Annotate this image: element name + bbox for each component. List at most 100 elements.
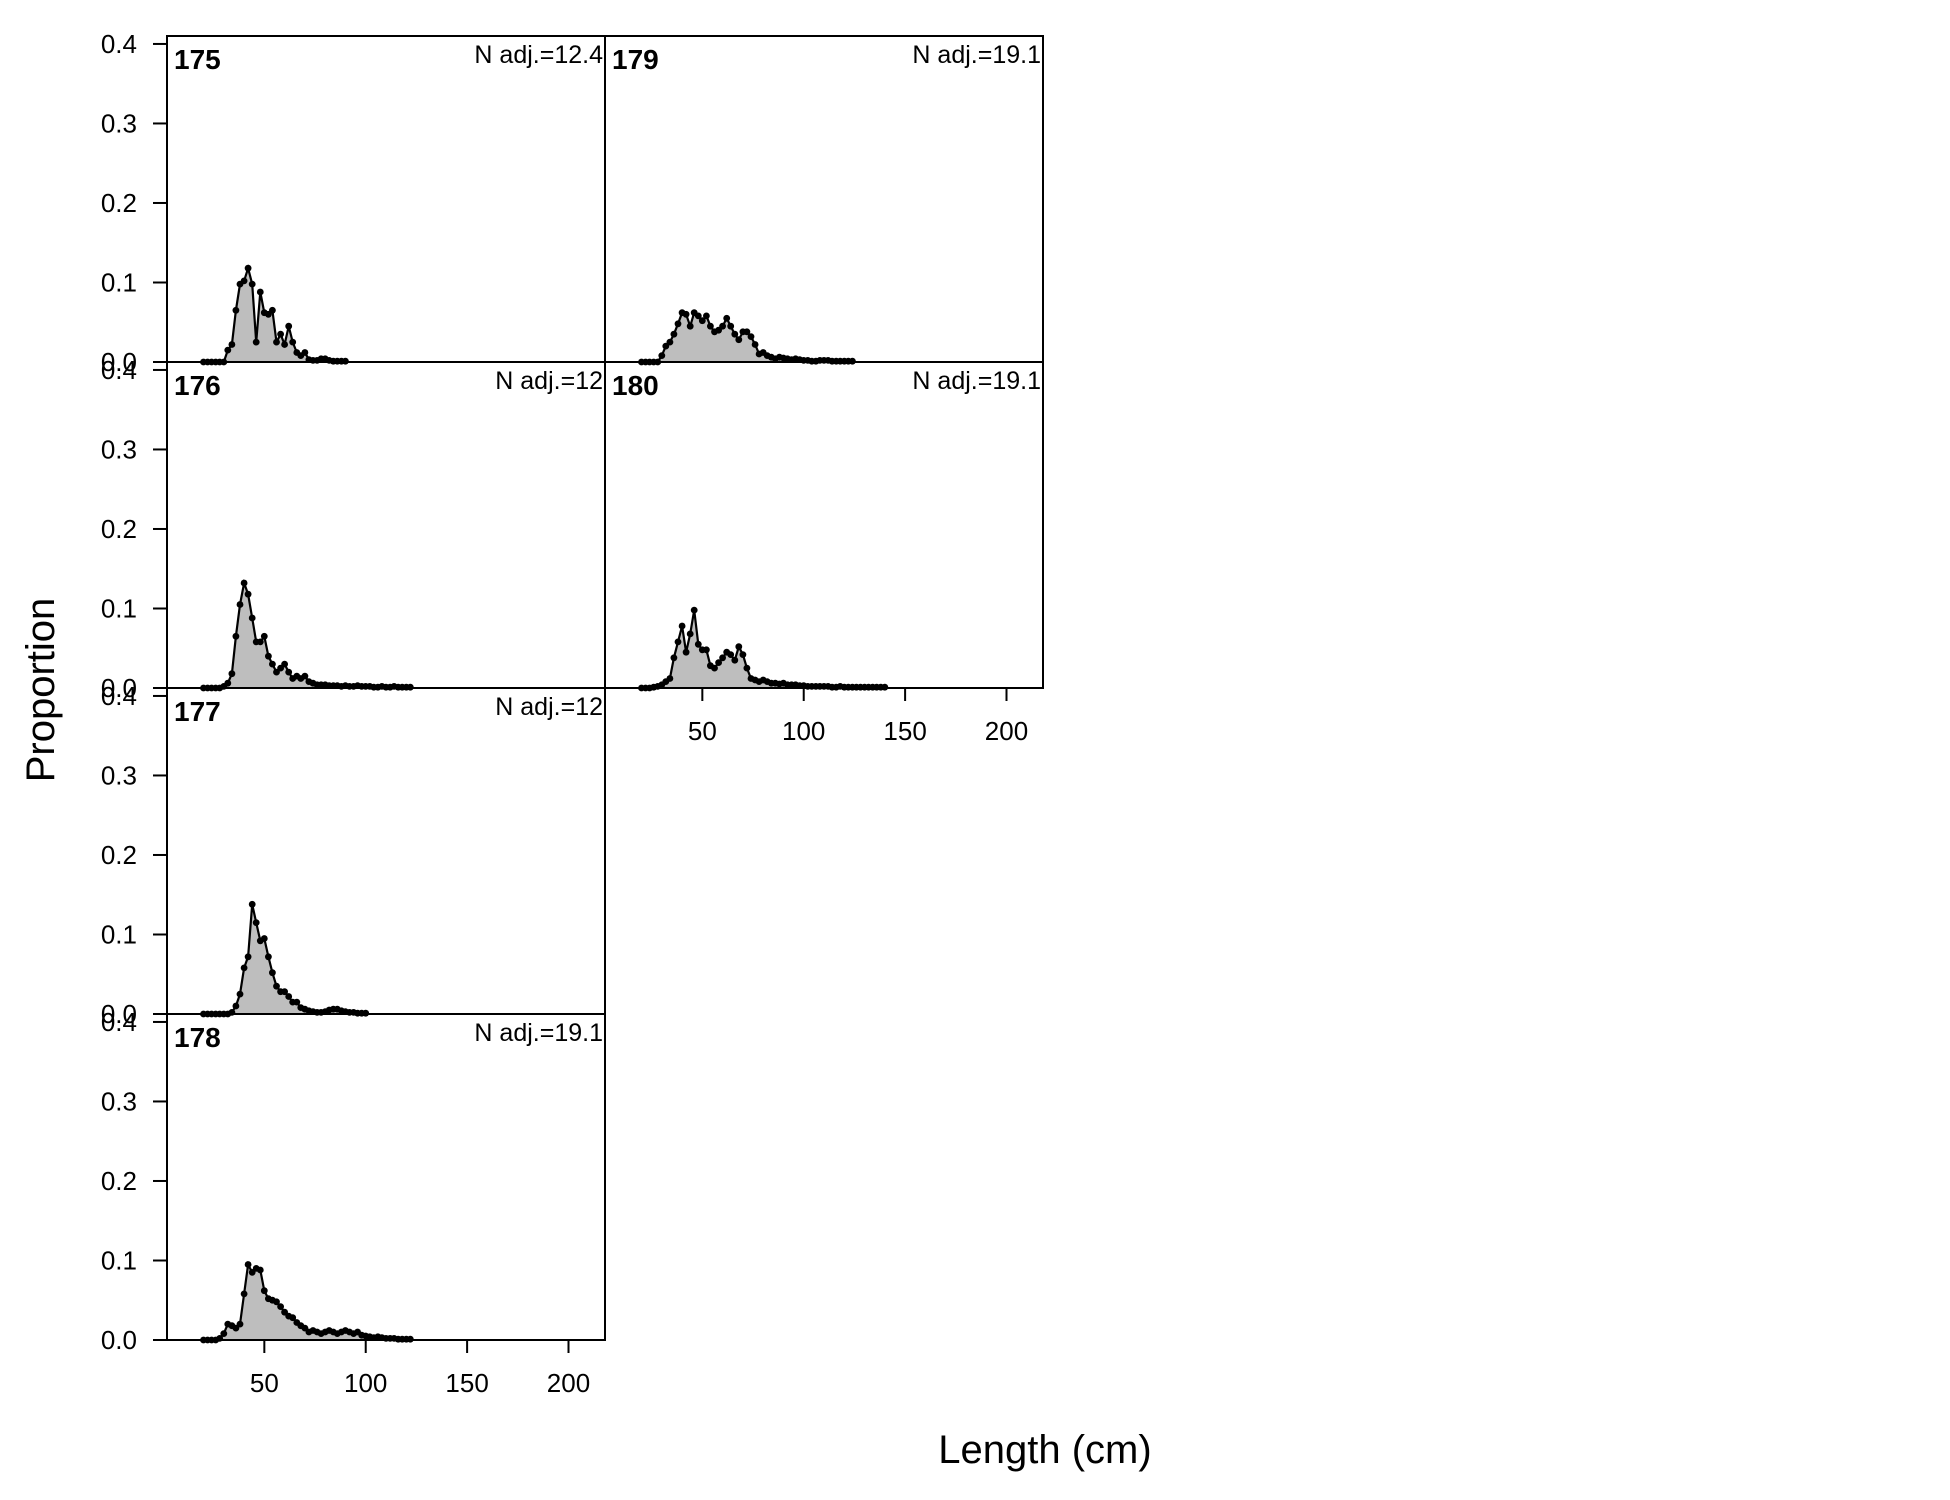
y-tick-label: 0.4 [101, 29, 137, 59]
data-point [686, 630, 694, 638]
data-point [301, 349, 309, 356]
data-point [224, 346, 232, 354]
data-point [248, 614, 256, 622]
panel-frame [166, 361, 606, 689]
data-point [236, 990, 244, 998]
data-point [281, 988, 288, 996]
data-point [232, 632, 240, 640]
panel-178: 0.0 0.1 0.2 0.3 0.4 50 100 150 200 178 N adj.=19.1 [101, 1007, 606, 1398]
data-point [289, 1314, 297, 1322]
data-point [244, 590, 252, 598]
data-point [682, 310, 690, 318]
panel-frame [166, 687, 606, 1015]
data-point [244, 953, 252, 961]
data-point [751, 341, 759, 348]
y-tick-label: 0.1 [101, 593, 137, 623]
data-point [244, 264, 252, 272]
n-adj-label: N adj.=19.1 [912, 41, 1041, 69]
n-adj-label: N adj.=12 [495, 367, 603, 395]
y-tick-label: 0.2 [101, 1166, 137, 1196]
data-point [281, 660, 288, 668]
data-point [220, 1330, 228, 1337]
panel-177: 0.0 0.1 0.2 0.3 0.4 177 N adj.=12 [101, 681, 606, 1029]
data-point [703, 646, 710, 654]
data-point [743, 664, 751, 672]
data-point [240, 964, 248, 972]
data-point [273, 338, 280, 346]
y-tick-label: 0.4 [101, 1007, 137, 1037]
data-point [666, 675, 674, 682]
panel-frame [166, 1013, 606, 1341]
y-tick-label: 0.3 [101, 1086, 137, 1116]
data-point [682, 648, 690, 656]
data-point [269, 306, 276, 314]
panel-id-label: 179 [612, 44, 659, 75]
n-adj-label: N adj.=19.1 [474, 1019, 603, 1047]
data-point [747, 333, 755, 340]
y-tick-label: 0.3 [101, 760, 137, 790]
data-point [224, 679, 232, 687]
data-point [285, 993, 293, 1000]
area-fill-175 [203, 268, 346, 362]
data-point [715, 659, 722, 666]
n-adj-label: N adj.=19.1 [912, 367, 1041, 395]
data-point [248, 280, 256, 288]
x-tick-label: 50 [688, 716, 717, 746]
n-adj-label: N adj.=12 [495, 693, 603, 721]
data-point [256, 1266, 264, 1274]
data-point [232, 306, 240, 314]
data-point [269, 969, 276, 977]
data-point [232, 1002, 240, 1010]
area-fill-180 [641, 610, 885, 688]
x-tick-label: 100 [782, 716, 825, 746]
data-point [252, 338, 260, 346]
data-point [269, 660, 276, 668]
y-tick-label: 0.0 [101, 999, 137, 1029]
panel-176: 0.0 0.1 0.2 0.3 0.4 176 N adj.=12 [101, 355, 606, 703]
data-point [273, 982, 280, 990]
data-point [711, 664, 718, 672]
y-tick-label: 0.1 [101, 267, 137, 297]
data-point [236, 1320, 244, 1328]
y-tick-label: 0.2 [101, 840, 137, 870]
data-point [260, 1287, 268, 1295]
panel-id-label: 176 [174, 370, 221, 401]
panel-179: 179 N adj.=19.1 [604, 35, 1044, 366]
data-point [727, 322, 735, 330]
data-point [236, 601, 244, 608]
area-fill-178 [203, 1264, 411, 1340]
data-point [743, 328, 751, 336]
n-adj-label: N adj.=12.4 [474, 41, 603, 69]
data-point [694, 640, 702, 648]
y-axis-title: Proportion [19, 598, 63, 783]
data-point [686, 322, 694, 330]
data-point [719, 654, 726, 662]
panel-id-label: 178 [174, 1022, 221, 1053]
data-point [289, 338, 297, 346]
data-point [658, 352, 666, 359]
y-tick-label: 0.1 [101, 919, 137, 949]
data-point [707, 322, 714, 330]
y-tick-label: 0.2 [101, 188, 137, 218]
data-point [670, 330, 678, 338]
panel-175: 0.0 0.1 0.2 0.3 0.4 175 N adj.=12.4 [101, 29, 606, 377]
y-tick-label: 0.3 [101, 108, 137, 138]
data-point [228, 341, 236, 348]
data-point [719, 322, 726, 330]
data-point [277, 1303, 284, 1310]
data-point [240, 277, 248, 285]
data-point [256, 638, 264, 646]
data-point [228, 670, 236, 678]
x-tick-label: 100 [344, 1368, 387, 1398]
data-point [735, 643, 743, 651]
panel-frame [604, 35, 1044, 363]
x-tick-label: 200 [985, 716, 1028, 746]
x-tick-label: 150 [445, 1368, 488, 1398]
panel-frame [166, 35, 606, 363]
data-point [285, 668, 293, 676]
area-fill-179 [641, 312, 853, 362]
x-tick-label: 200 [547, 1368, 590, 1398]
data-point [670, 654, 678, 662]
